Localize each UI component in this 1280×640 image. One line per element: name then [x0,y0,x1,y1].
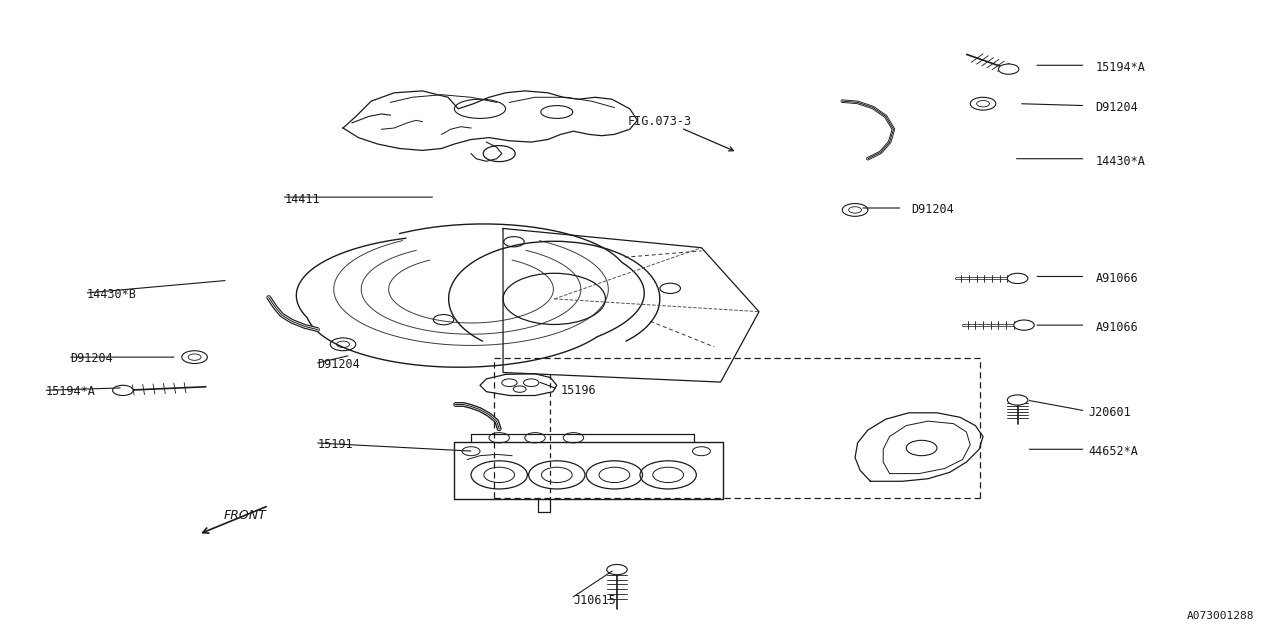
Text: 15196: 15196 [561,384,596,397]
Circle shape [1007,395,1028,405]
Text: J20601: J20601 [1088,406,1130,419]
Text: A91066: A91066 [1096,321,1138,334]
Text: J10615: J10615 [573,594,616,607]
Text: 15191: 15191 [317,438,353,451]
Circle shape [607,564,627,575]
Circle shape [113,385,133,396]
Text: 14430*A: 14430*A [1096,155,1146,168]
Text: A91066: A91066 [1096,272,1138,285]
Circle shape [998,64,1019,74]
Text: D91204: D91204 [1096,101,1138,114]
Text: D91204: D91204 [911,204,954,216]
Text: 44652*A: 44652*A [1088,445,1138,458]
Text: 14430*B: 14430*B [87,288,137,301]
Text: D91204: D91204 [317,358,360,371]
Circle shape [1014,320,1034,330]
Text: 15194*A: 15194*A [1096,61,1146,74]
Text: 14411: 14411 [284,193,320,206]
Text: 15194*A: 15194*A [46,385,96,398]
Text: D91204: D91204 [70,352,113,365]
Text: A073001288: A073001288 [1187,611,1254,621]
Text: FRONT: FRONT [224,509,266,522]
Circle shape [1007,273,1028,284]
Text: FIG.073-3: FIG.073-3 [627,115,691,128]
